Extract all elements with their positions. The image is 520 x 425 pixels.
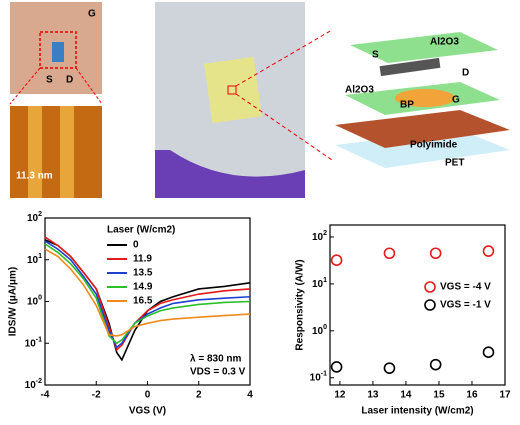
- legend-label: VGS = -1 V: [440, 300, 491, 311]
- label: D: [462, 68, 469, 79]
- zoom-line: [235, 29, 333, 87]
- x-tick-label: -2: [92, 390, 101, 401]
- y-axis-label: Responsivity (A/W): [295, 259, 306, 350]
- legend-label: 0: [133, 240, 139, 251]
- zoom-line: [75, 67, 103, 105]
- bp-flake: [379, 57, 441, 77]
- point: [429, 247, 442, 260]
- afm-stripe: [60, 106, 74, 198]
- gate: [395, 89, 455, 107]
- label: G: [88, 9, 96, 20]
- pet-layer: [335, 130, 510, 168]
- label: PET: [445, 158, 464, 169]
- afm-stripe: [28, 106, 42, 198]
- legend-label: 13.5: [133, 268, 153, 279]
- x-tick-label: 15: [433, 390, 445, 401]
- curve: [44, 236, 251, 352]
- label: Polyimide: [410, 140, 458, 151]
- x-axis-label: Laser intensity (W/cm2): [361, 406, 473, 417]
- al2o3-layer: [350, 32, 498, 63]
- x-tick-label: 0: [145, 390, 151, 401]
- x-tick-label: 4: [247, 390, 253, 401]
- x-tick-label: 16: [466, 390, 478, 401]
- legend-label: 11.9: [133, 254, 152, 265]
- point: [330, 254, 343, 266]
- label: Al2O3: [430, 37, 459, 48]
- y-tick-label: 10-2: [25, 378, 42, 391]
- zoom-box: [39, 31, 77, 69]
- annotation: λ = 830 nm: [190, 354, 242, 365]
- curve: [44, 240, 251, 349]
- y-tick-label: 100: [27, 294, 42, 307]
- point: [482, 346, 495, 359]
- afm-image: [10, 106, 102, 198]
- point: [482, 245, 495, 257]
- label: D: [66, 75, 73, 86]
- x-axis-label: VGS (V): [129, 406, 166, 417]
- legend-label: VGS = -4 V: [440, 282, 491, 293]
- polyimide-layer: [335, 110, 510, 148]
- device-film: [204, 56, 262, 124]
- label: G: [452, 95, 460, 106]
- point: [330, 361, 343, 373]
- y-tick-label: 10-1: [25, 336, 42, 349]
- label: S: [372, 50, 379, 61]
- y-tick-label: 102: [312, 230, 327, 243]
- y-tick-label: 101: [27, 253, 42, 266]
- legend-label: 16.5: [133, 296, 153, 307]
- label: S: [46, 75, 53, 86]
- y-tick-label: 101: [312, 277, 327, 290]
- x-tick-label: 17: [499, 390, 511, 401]
- glove: [155, 150, 305, 198]
- x-tick-label: 12: [334, 390, 346, 401]
- legend-label: 14.9: [133, 282, 153, 293]
- zoom-box: [227, 85, 237, 95]
- y-axis-label: IDS/W (μA/μm): [8, 267, 19, 336]
- legend-swatch: [424, 299, 436, 311]
- legend-title: Laser (W/cm2): [107, 225, 175, 236]
- flake: [52, 42, 64, 62]
- label: 11.3 nm: [16, 171, 53, 182]
- label: Al2O3: [345, 85, 374, 96]
- point: [383, 362, 396, 374]
- legend-swatch: [424, 281, 436, 293]
- x-tick-label: 2: [196, 390, 202, 401]
- plot-frame: [329, 224, 506, 386]
- annotation: VDS = 0.3 V: [190, 367, 246, 378]
- zoom-line: [9, 67, 41, 105]
- point: [429, 358, 442, 371]
- y-tick-label: 100: [312, 324, 327, 337]
- curve: [44, 248, 251, 337]
- x-tick-label: 14: [400, 390, 412, 401]
- y-tick-label: 102: [27, 211, 42, 224]
- zoom-line: [235, 93, 333, 161]
- curve: [44, 243, 251, 345]
- point: [383, 247, 396, 260]
- x-tick-label: 13: [367, 390, 379, 401]
- label: BP: [400, 100, 414, 111]
- y-tick-label: 10-1: [310, 371, 327, 384]
- x-tick-label: -4: [41, 390, 50, 401]
